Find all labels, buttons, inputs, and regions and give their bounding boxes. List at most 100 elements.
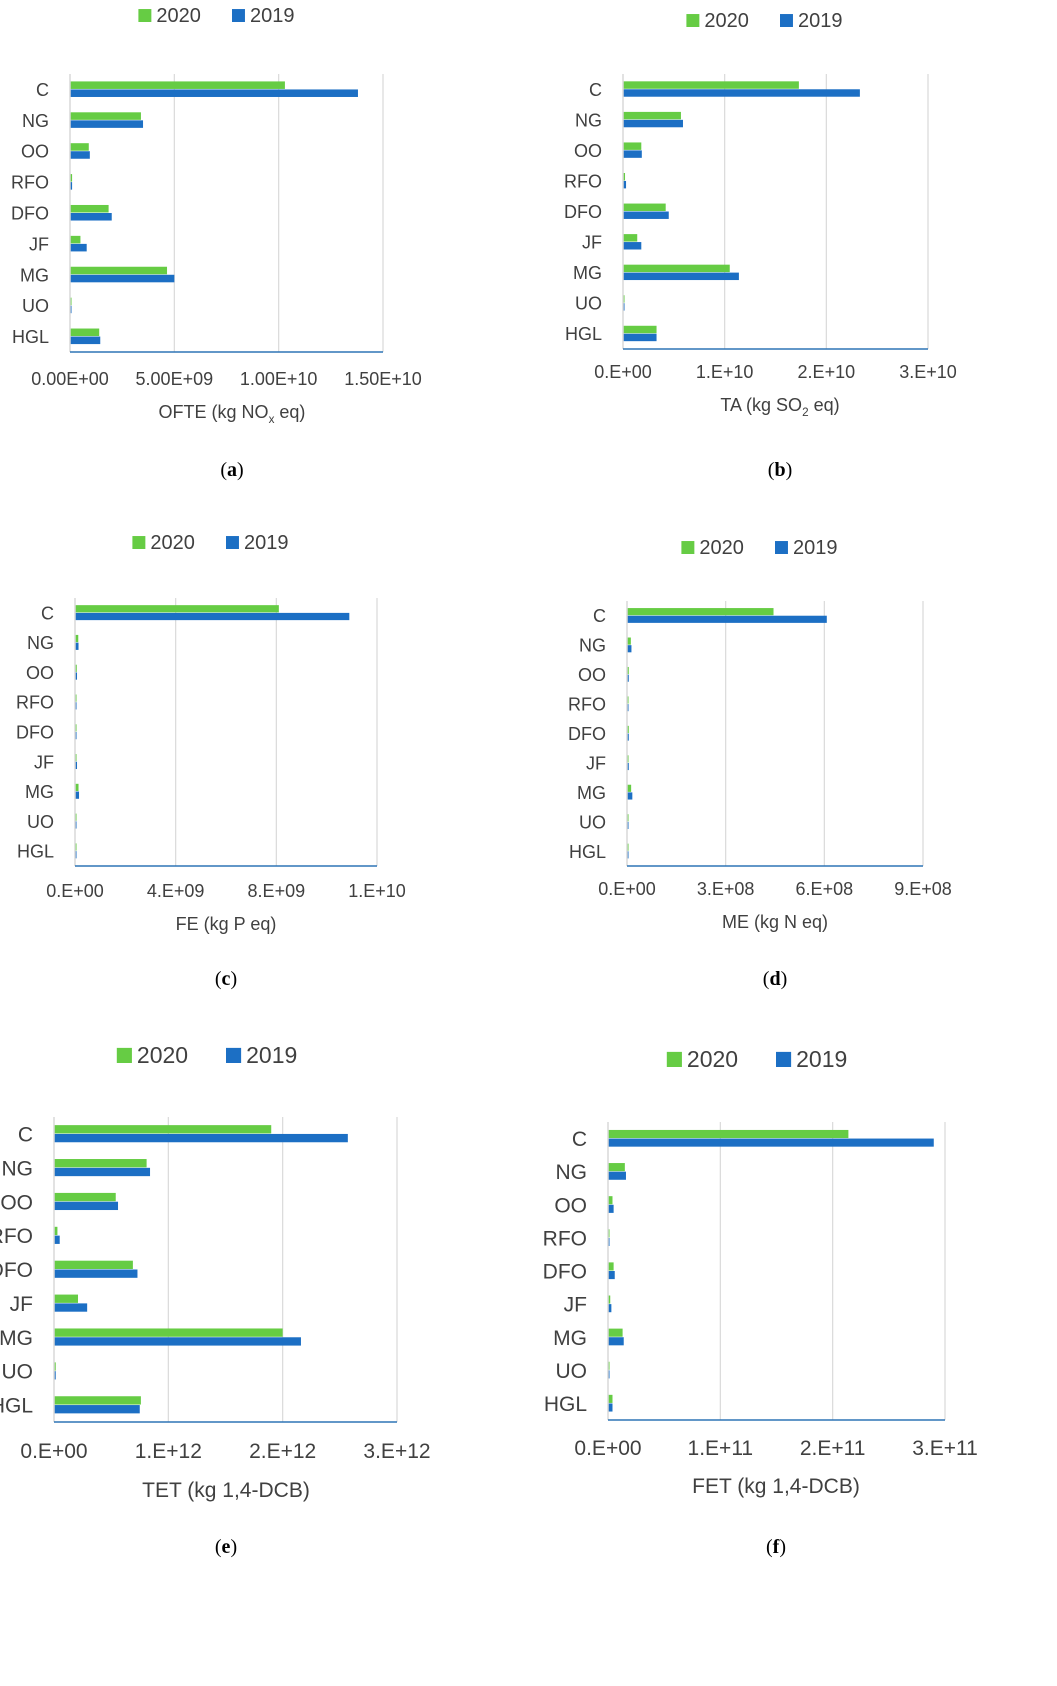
category-label: UO: [579, 812, 606, 832]
category-label: C: [589, 80, 602, 100]
x-tick-label: 0.E+00: [594, 362, 652, 382]
bar-2020: [608, 1295, 611, 1304]
bar-2019: [70, 336, 101, 345]
bar-2019: [75, 761, 78, 770]
category-label: DFO: [543, 1261, 587, 1284]
bar-2020: [627, 725, 629, 733]
panel-label: (f): [766, 1536, 786, 1558]
x-axis-title-main: FET (kg 1,4-DCB): [692, 1475, 860, 1498]
bar-2019: [608, 1337, 624, 1346]
bar-2019: [627, 733, 629, 741]
bar-2019: [627, 674, 629, 682]
x-tick-label: 3.E+08: [697, 879, 755, 899]
chart-panel-d: 0.E+00 3.E+08 6.E+08 9.E+08 C NG OO RFO DFO JF MG U…: [568, 537, 952, 990]
bar-2019: [623, 211, 669, 219]
x-axis-title-sub: x: [269, 413, 275, 426]
legend-label-2020: 2020: [137, 1042, 188, 1068]
panel-label-open: (: [220, 459, 227, 481]
x-tick-label: 2.E+11: [800, 1437, 866, 1460]
category-label: MG: [25, 782, 54, 802]
bar-2020: [608, 1196, 613, 1205]
bar-2020: [70, 266, 168, 275]
category-label: JF: [586, 753, 606, 773]
category-label: UO: [556, 1360, 588, 1383]
bar-2019: [70, 120, 144, 128]
bar-2020: [627, 666, 629, 675]
x-tick-label: 3.E+10: [899, 362, 957, 382]
x-axis-title: TET (kg 1,4-DCB): [142, 1479, 310, 1502]
category-label: DFO: [16, 722, 54, 742]
panel-label: (a): [220, 459, 243, 481]
x-tick-label: 1.E+10: [696, 362, 754, 382]
bar-2019: [54, 1133, 348, 1143]
legend-swatch-2019: [780, 14, 793, 27]
panel-label-close: ): [230, 968, 237, 990]
legend-label-2020: 2020: [156, 5, 201, 27]
x-tick-label: 1.50E+10: [344, 369, 422, 389]
panel-label: (c): [215, 968, 237, 990]
legend-swatch-2019: [775, 541, 788, 554]
x-tick-label: 2.E+12: [249, 1440, 316, 1463]
category-label: NG: [575, 110, 602, 130]
x-tick-label: 0.00E+00: [31, 369, 109, 389]
bar-2020: [54, 1226, 58, 1236]
legend-swatch-2019: [226, 536, 239, 549]
x-axis-title-main: ME (kg N eq): [722, 912, 828, 932]
x-tick-label: 4.E+09: [147, 881, 205, 901]
bar-2019: [627, 615, 827, 623]
bar-2020: [70, 112, 141, 120]
category-label: C: [36, 80, 49, 100]
legend-swatch-2020: [681, 541, 695, 554]
bar-2020: [54, 1125, 272, 1134]
category-label: NG: [579, 636, 606, 656]
panel-label-letter: a: [227, 459, 237, 481]
category-label: OO: [574, 141, 602, 161]
panel-label-open: (: [768, 459, 775, 481]
bar-2019: [54, 1201, 119, 1211]
bar-2019: [75, 672, 78, 680]
category-label: NG: [27, 633, 54, 653]
bar-2020: [608, 1328, 623, 1337]
panel-label: (d): [763, 968, 787, 990]
category-label: C: [41, 603, 54, 623]
bar-2020: [70, 235, 81, 244]
bar-2019: [608, 1138, 934, 1147]
x-tick-label: 3.E+12: [363, 1440, 430, 1463]
bar-2019: [75, 732, 77, 740]
panel-label-close: ): [237, 459, 244, 481]
bar-2019: [627, 645, 632, 653]
x-axis-title-tail: eq): [274, 402, 305, 422]
chart-panel-a: 0.00E+00 5.00E+09 1.00E+10 1.50E+10 C NG OO RFO…: [11, 5, 422, 481]
legend-swatch-2019: [232, 9, 245, 22]
chart-panel-f: 0.E+00 1.E+11 2.E+11 3.E+11 C NG OO RFO DFO JF MG U…: [543, 1046, 978, 1558]
bar-2019: [623, 272, 739, 281]
x-tick-label: 1.E+12: [135, 1440, 202, 1463]
panel-label-close: ): [786, 459, 793, 481]
category-label: OO: [554, 1194, 587, 1217]
category-label: NG: [22, 111, 49, 131]
x-axis-title-main: FE (kg P eq): [176, 914, 277, 934]
bar-2020: [54, 1159, 147, 1168]
legend-label-2019: 2019: [796, 1046, 847, 1072]
chart-panel-b: 0.E+00 1.E+10 2.E+10 3.E+10 C NG OO RFO DFO JF MG U…: [564, 10, 957, 481]
legend-label-2020: 2020: [150, 532, 195, 554]
category-label: JF: [29, 234, 49, 254]
bar-2019: [623, 89, 860, 97]
category-label: OO: [0, 1191, 33, 1214]
x-axis-title: FET (kg 1,4-DCB): [692, 1475, 860, 1498]
legend-swatch-2020: [666, 1051, 682, 1067]
chart-panel-c: 0.E+00 4.E+09 8.E+09 1.E+10 C NG OO RFO DFO JF MG U…: [16, 532, 406, 990]
category-label: HGL: [569, 842, 606, 862]
bar-2019: [608, 1403, 613, 1412]
panel-label: (b): [768, 459, 792, 481]
bar-2019: [608, 1271, 615, 1280]
x-tick-label: 5.00E+09: [136, 369, 214, 389]
category-label: MG: [20, 265, 49, 285]
category-label: JF: [564, 1294, 587, 1317]
x-tick-label: 6.E+08: [796, 879, 854, 899]
x-tick-label: 2.E+10: [798, 362, 856, 382]
category-label: MG: [553, 1327, 587, 1350]
bar-2020: [54, 1260, 133, 1269]
bar-2020: [75, 754, 77, 762]
category-label: UO: [2, 1361, 34, 1384]
